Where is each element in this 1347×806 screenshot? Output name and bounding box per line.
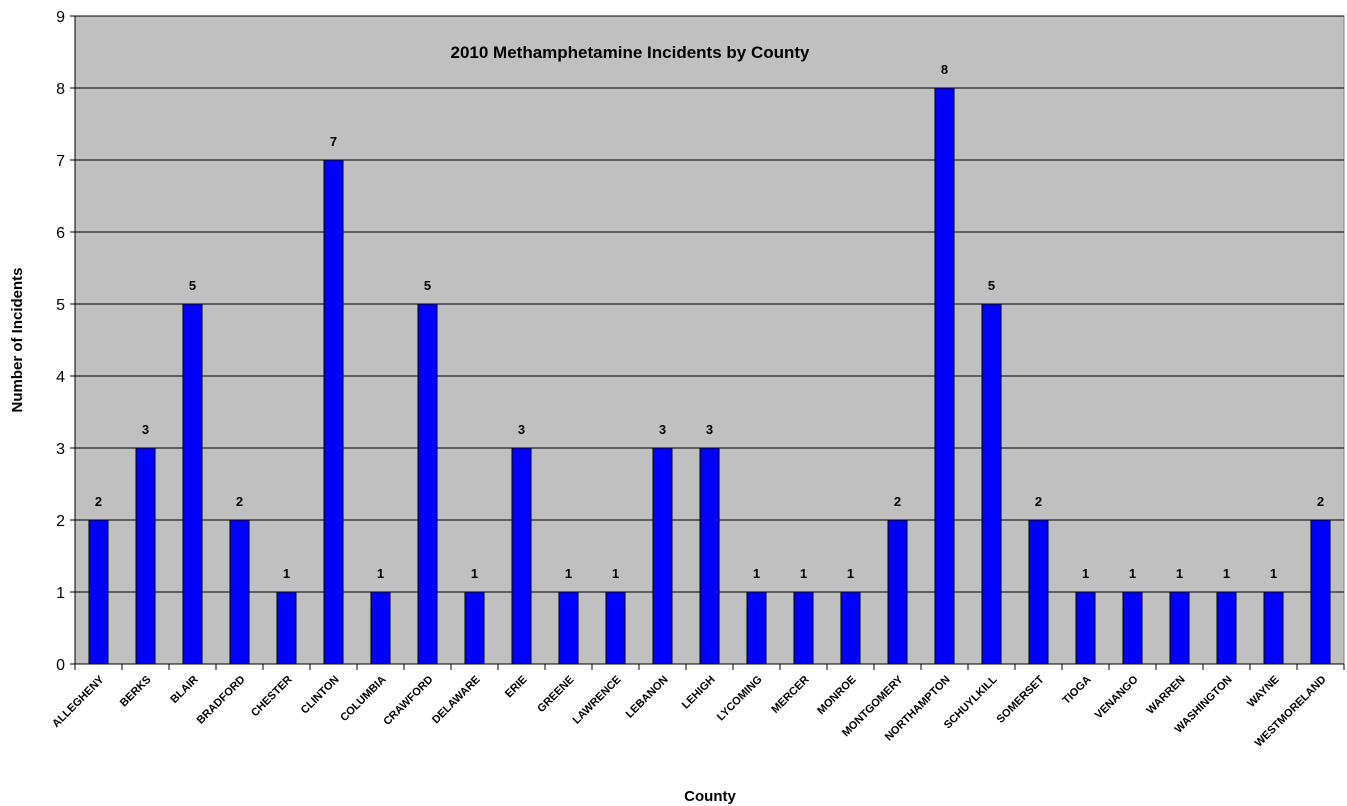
data-label: 1 [1129, 566, 1136, 581]
bar-blair [182, 303, 203, 665]
x-tick-label: BLAIR [168, 674, 200, 706]
x-tick-label: COLUMBIA [338, 674, 388, 724]
data-label: 5 [189, 278, 196, 293]
y-tick-label: 7 [56, 153, 65, 170]
y-tick-label: 8 [56, 81, 65, 98]
bar-somerset [1028, 519, 1049, 665]
data-label: 1 [1270, 566, 1277, 581]
bar-northampton [934, 87, 955, 665]
data-label: 2 [95, 494, 102, 509]
bar-lawrence [605, 591, 626, 665]
data-label: 1 [800, 566, 807, 581]
y-tick-label: 1 [56, 585, 65, 602]
y-tick-label: 5 [56, 297, 65, 314]
data-label: 2 [894, 494, 901, 509]
bar-tioga [1075, 591, 1096, 665]
x-tick-label: SOMERSET [994, 673, 1046, 725]
x-tick-label: LEBANON [624, 674, 671, 721]
data-label: 1 [1223, 566, 1230, 581]
data-label: 1 [753, 566, 760, 581]
bar-wayne [1263, 591, 1284, 665]
x-tick-label: WARREN [1145, 674, 1188, 717]
x-tick-label: WAYNE [1245, 674, 1281, 710]
x-tick-label: CHESTER [249, 674, 295, 720]
data-label: 3 [659, 422, 666, 437]
x-tick-label: VENANGO [1093, 673, 1141, 721]
bar-bradford [229, 519, 250, 665]
data-labels: 2 3 5 2 1 7 1 5 1 3 1 1 3 3 1 1 1 2 8 5 2 1 1 1 1 1 2 [95, 62, 1324, 581]
bar-berks [135, 447, 156, 665]
bars [88, 87, 1331, 665]
y-tick-labels: 0 1 2 3 4 5 6 7 8 9 [56, 9, 65, 674]
data-label: 3 [706, 422, 713, 437]
bar-allegheny [88, 519, 109, 665]
x-tick-label: DELAWARE [430, 674, 483, 727]
data-label: 2 [236, 494, 243, 509]
x-tick-label: CRAWFORD [381, 674, 435, 728]
bar-crawford [417, 303, 438, 665]
bar-monroe [840, 591, 861, 665]
y-tick-label: 4 [56, 369, 65, 386]
bar-lycoming [746, 591, 767, 665]
bar-columbia [370, 591, 391, 665]
bar-delaware [464, 591, 485, 665]
x-tick-label: GREENE [535, 674, 576, 715]
data-label: 5 [424, 278, 431, 293]
y-axis-label: Number of Incidents [9, 267, 26, 412]
bar-erie [511, 447, 532, 665]
x-tick-label: LYCOMING [715, 674, 765, 724]
bar-schuylkill [981, 303, 1002, 665]
data-label: 7 [330, 134, 337, 149]
data-label: 8 [941, 62, 948, 77]
bar-lehigh [699, 447, 720, 665]
data-label: 2 [1035, 494, 1042, 509]
data-label: 1 [612, 566, 619, 581]
bar-clinton [323, 159, 344, 665]
data-label: 1 [377, 566, 384, 581]
data-label: 2 [1317, 494, 1324, 509]
bar-warren [1169, 591, 1190, 665]
data-label: 3 [142, 422, 149, 437]
x-tick-label: MERCER [769, 674, 811, 716]
bar-venango [1122, 591, 1143, 665]
y-tick-label: 0 [56, 657, 65, 674]
data-label: 1 [1176, 566, 1183, 581]
x-tick-label: LEHIGH [680, 674, 718, 712]
data-label: 1 [283, 566, 290, 581]
data-label: 1 [1082, 566, 1089, 581]
y-tick-label: 2 [56, 513, 65, 530]
x-tick-label: CLINTON [299, 674, 342, 717]
x-axis-label: County [684, 788, 736, 805]
bar-westmoreland [1310, 519, 1331, 665]
x-tick-label: MONROE [815, 674, 858, 717]
data-label: 1 [471, 566, 478, 581]
data-label: 1 [565, 566, 572, 581]
y-tick-label: 3 [56, 441, 65, 458]
x-tick-label: ALLEGHENY [50, 673, 107, 730]
x-tick-label: BERKS [118, 674, 154, 710]
bar-greene [558, 591, 579, 665]
bar-mercer [793, 591, 814, 665]
x-tick-label: TIOGA [1060, 674, 1093, 707]
y-tick-label: 6 [56, 225, 65, 242]
y-tick-label: 9 [56, 9, 65, 26]
bar-chester [276, 591, 297, 665]
x-tick-label: LAWRENCE [571, 674, 624, 727]
bar-lebanon [652, 447, 673, 665]
x-tick-label: ERIE [503, 674, 530, 701]
x-tick-label: BRADFORD [195, 674, 248, 727]
data-label: 5 [988, 278, 995, 293]
data-label: 3 [518, 422, 525, 437]
bar-washington [1216, 591, 1237, 665]
chart-title: 2010 Methamphetamine Incidents by County [451, 43, 811, 62]
bar-montgomery [887, 519, 908, 665]
data-label: 1 [847, 566, 854, 581]
